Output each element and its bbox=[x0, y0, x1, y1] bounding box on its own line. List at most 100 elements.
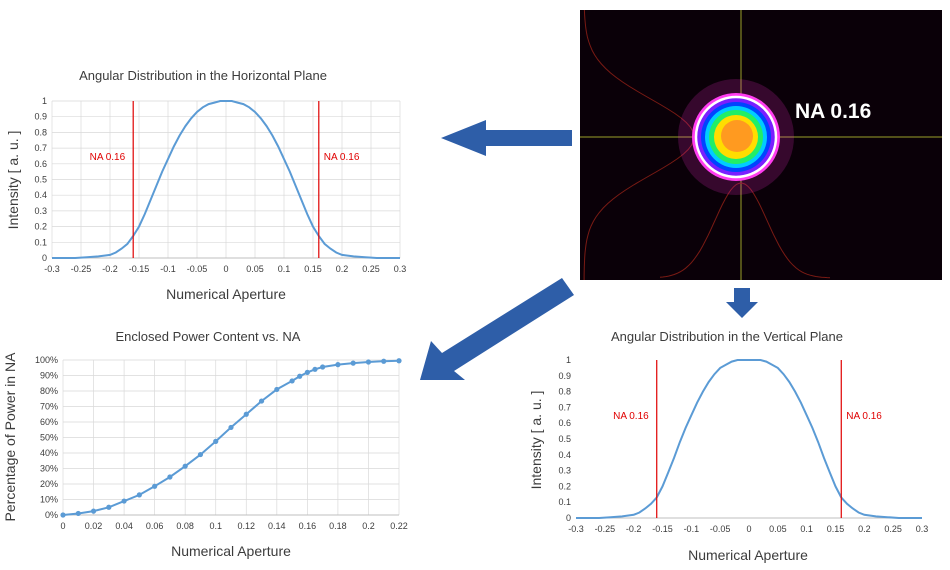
data-point bbox=[243, 411, 249, 417]
data-point bbox=[60, 512, 66, 518]
data-point bbox=[320, 364, 326, 370]
y-tick-label: 0.4 bbox=[34, 190, 47, 200]
x-tick-label: 0.15 bbox=[304, 264, 322, 274]
x-tick-label: -0.1 bbox=[160, 264, 176, 274]
data-point bbox=[136, 492, 142, 498]
x-tick-label: -0.3 bbox=[44, 264, 60, 274]
chart-horizontal-ylabel: Intensity [ a. u. ] bbox=[5, 131, 21, 230]
y-tick-label: 0.8 bbox=[558, 387, 571, 397]
x-tick-label: -0.15 bbox=[129, 264, 150, 274]
y-tick-label: 0.2 bbox=[34, 222, 47, 232]
x-tick-label: 0.08 bbox=[176, 521, 194, 531]
x-tick-label: 0.25 bbox=[362, 264, 380, 274]
x-tick-label: -0.15 bbox=[652, 524, 673, 534]
beam-profile-horizontal-curve bbox=[659, 182, 831, 279]
beam-na-label: NA 0.16 bbox=[795, 100, 871, 123]
beam-core bbox=[721, 120, 753, 152]
na-marker-label: NA 0.16 bbox=[613, 411, 649, 422]
arrow-to-enclosed-chart bbox=[420, 278, 574, 380]
y-tick-label: 0.5 bbox=[558, 434, 571, 444]
y-tick-label: 90% bbox=[40, 371, 58, 381]
x-tick-label: 0.18 bbox=[329, 521, 347, 531]
chart-enclosed-ylabel: Percentage of Power in NA bbox=[2, 352, 18, 522]
x-tick-label: 0.2 bbox=[362, 521, 375, 531]
chart-enclosed-title: Enclosed Power Content vs. NA bbox=[116, 329, 301, 344]
x-tick-label: 0.2 bbox=[858, 524, 871, 534]
y-tick-label: 50% bbox=[40, 433, 58, 443]
y-tick-label: 80% bbox=[40, 386, 58, 396]
x-tick-label: 0.1 bbox=[800, 524, 813, 534]
x-tick-label: -0.25 bbox=[595, 524, 616, 534]
x-tick-label: 0.14 bbox=[268, 521, 286, 531]
x-tick-label: 0.06 bbox=[146, 521, 164, 531]
data-point bbox=[228, 424, 234, 431]
arrow-to-horizontal-chart bbox=[441, 120, 572, 156]
y-tick-label: 0.5 bbox=[34, 175, 47, 185]
y-tick-label: 0.4 bbox=[558, 450, 571, 460]
data-point bbox=[396, 358, 402, 364]
data-point bbox=[182, 463, 188, 469]
na-marker-label: NA 0.16 bbox=[90, 152, 126, 163]
chart-enclosed-xlabel: Numerical Aperture bbox=[171, 543, 291, 559]
y-tick-label: 0.2 bbox=[558, 481, 571, 491]
y-tick-label: 0.3 bbox=[34, 206, 47, 216]
data-point bbox=[75, 510, 81, 517]
data-point bbox=[167, 474, 173, 480]
chart-horizontal-distribution: Angular Distribution in the Horizontal P… bbox=[5, 68, 406, 302]
y-tick-label: 0.3 bbox=[558, 466, 571, 476]
y-tick-label: 30% bbox=[40, 464, 58, 474]
data-point bbox=[365, 359, 372, 365]
chart-horizontal-title: Angular Distribution in the Horizontal P… bbox=[79, 68, 327, 83]
chart-vertical-distribution: Angular Distribution in the Vertical Pla… bbox=[528, 329, 928, 563]
data-point bbox=[90, 508, 97, 514]
y-tick-label: 0.9 bbox=[34, 112, 47, 122]
x-tick-label: -0.05 bbox=[710, 524, 731, 534]
chart-horizontal-xlabel: Numerical Aperture bbox=[166, 286, 286, 302]
beam-profile-image: NA 0.16 bbox=[580, 9, 942, 280]
x-tick-label: 0.1 bbox=[209, 521, 222, 531]
x-tick-label: 0.12 bbox=[238, 521, 256, 531]
y-tick-label: 0.8 bbox=[34, 127, 47, 137]
na-circle bbox=[694, 95, 778, 179]
x-tick-label: 0.16 bbox=[299, 521, 317, 531]
x-tick-label: 0.1 bbox=[278, 264, 291, 274]
x-tick-label: -0.1 bbox=[684, 524, 700, 534]
x-tick-label: 0.05 bbox=[769, 524, 787, 534]
y-tick-label: 0.6 bbox=[34, 159, 47, 169]
data-point bbox=[312, 366, 318, 372]
data-point bbox=[213, 438, 219, 444]
y-tick-label: 0.7 bbox=[34, 143, 47, 153]
data-point bbox=[106, 504, 112, 510]
y-tick-label: 1 bbox=[566, 355, 571, 365]
x-tick-label: 0.04 bbox=[115, 521, 133, 531]
y-tick-label: 0 bbox=[566, 513, 571, 523]
y-tick-label: 0.9 bbox=[558, 371, 571, 381]
y-tick-label: 0.1 bbox=[558, 497, 571, 507]
beam-profile-vertical-curve bbox=[583, 9, 695, 280]
chart-vertical-ylabel: Intensity [ a. u. ] bbox=[528, 391, 544, 490]
x-tick-label: 0 bbox=[746, 524, 751, 534]
data-point bbox=[274, 386, 280, 393]
series-line bbox=[62, 359, 400, 516]
na-marker-label: NA 0.16 bbox=[846, 411, 882, 422]
chart-vertical-title: Angular Distribution in the Vertical Pla… bbox=[611, 329, 843, 344]
x-tick-label: 0.05 bbox=[246, 264, 264, 274]
x-tick-label: -0.05 bbox=[187, 264, 208, 274]
x-tick-label: 0.15 bbox=[827, 524, 845, 534]
na-marker-label: NA 0.16 bbox=[324, 152, 360, 163]
x-tick-label: 0.3 bbox=[394, 264, 407, 274]
chart-vertical-xlabel: Numerical Aperture bbox=[688, 547, 808, 563]
x-tick-label: 0 bbox=[223, 264, 228, 274]
y-tick-label: 0% bbox=[45, 510, 58, 520]
x-tick-label: -0.2 bbox=[626, 524, 642, 534]
y-tick-label: 20% bbox=[40, 479, 58, 489]
y-tick-label: 40% bbox=[40, 448, 58, 458]
y-tick-label: 0.1 bbox=[34, 237, 47, 247]
x-tick-label: 0.2 bbox=[336, 264, 349, 274]
arrow-to-vertical-chart bbox=[726, 288, 758, 318]
x-tick-label: 0.22 bbox=[390, 521, 408, 531]
data-point bbox=[381, 358, 387, 364]
data-point bbox=[304, 369, 310, 375]
x-tick-label: 0.3 bbox=[916, 524, 929, 534]
